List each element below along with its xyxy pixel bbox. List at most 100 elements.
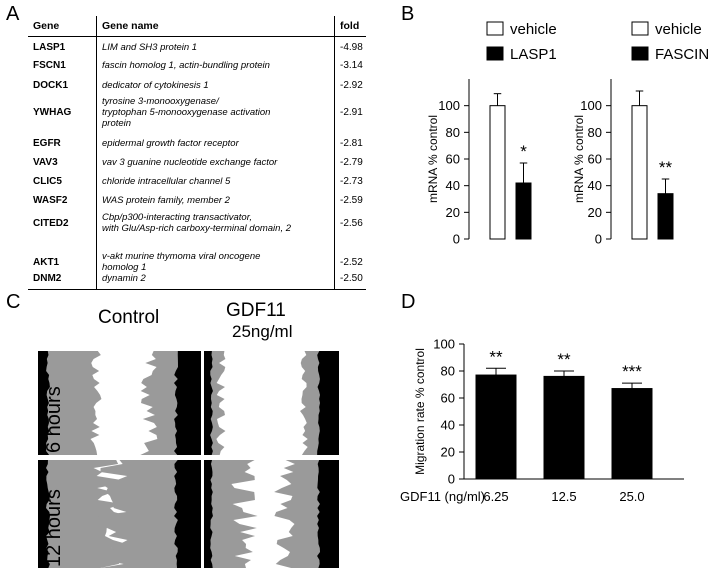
x-tick-label: 25.0 (619, 489, 644, 504)
fold-change: -2.91 (340, 107, 363, 118)
y-tick-label: 0 (448, 472, 455, 487)
table-header-rule (28, 36, 366, 37)
fold-change: -2.59 (340, 195, 363, 206)
gene-name-line: tyrosine 3-monooxygenase/ (102, 96, 219, 107)
legend-swatch (631, 21, 649, 36)
gene-name-line: dynamin 2 (102, 273, 146, 284)
table-column-divider (334, 16, 335, 289)
gene-name: Cbp/p300-interacting transactivator, with… (102, 212, 332, 234)
table-bottom-rule (28, 289, 366, 290)
bar (515, 182, 532, 240)
fold-change: -2.92 (340, 80, 363, 91)
fold-change: -2.50 (340, 273, 363, 284)
fold-change: -2.81 (340, 138, 363, 149)
legend-swatch (631, 46, 649, 61)
y-tick-label: 40 (588, 178, 602, 193)
fold-change: -2.79 (340, 157, 363, 168)
treatment-divider (201, 351, 204, 568)
y-tick-label: 80 (446, 125, 460, 140)
significance-marker: *** (622, 362, 642, 381)
fold-change: -4.98 (340, 42, 363, 53)
cell-front (38, 351, 50, 455)
cell-front (174, 460, 201, 568)
gene-name: dynamin 2 (102, 273, 332, 284)
gene-name: WAS protein family, member 2 (102, 195, 332, 206)
gene-name: epidermal growth factor receptor (102, 138, 332, 149)
gene-symbol: DNM2 (33, 273, 62, 284)
y-tick-label: 20 (446, 205, 460, 220)
gene-name-line: chloride intracellular channel 5 (102, 176, 231, 187)
cell-front (317, 351, 339, 455)
gene-symbol: LASP1 (33, 42, 66, 53)
gene-name-line: dedicator of cytokinesis 1 (102, 80, 209, 91)
y-tick-label: 100 (580, 98, 602, 113)
cell-front (38, 460, 128, 568)
gdf11-dose-label: 25ng/ml (232, 322, 293, 341)
gene-symbol: CITED2 (33, 217, 69, 229)
cell-front (38, 460, 50, 568)
y-axis-label: Migration rate % control (413, 348, 427, 475)
gene-name: LIM and SH3 protein 1 (102, 42, 332, 53)
table-column-divider (96, 16, 97, 289)
y-axis-label: mRNA % control (572, 115, 586, 203)
gene-name: tyrosine 3-monooxygenase/tryptophan 5-mo… (102, 96, 332, 129)
gene-name-line: homolog 1 (102, 262, 147, 273)
significance-marker: ** (557, 350, 571, 369)
gdf11-label: GDF11 (226, 300, 286, 321)
table-header-gene: Gene (33, 20, 60, 32)
fold-change: -2.56 (340, 217, 363, 229)
panel-label-d: D (401, 291, 416, 313)
y-tick-label: 60 (441, 391, 455, 406)
gene-symbol: FSCN1 (33, 60, 66, 71)
gene-name-line: protein (102, 118, 132, 129)
control-label: Control (98, 307, 160, 328)
gene-name: fascin homolog 1, actin-bundling protein (102, 60, 332, 71)
panel-label-b: B (401, 3, 415, 25)
bar (657, 193, 674, 240)
y-tick-label: 60 (446, 152, 460, 167)
significance-marker: ** (659, 158, 673, 177)
x-tick-label: 6.25 (483, 489, 508, 504)
bar (475, 374, 517, 480)
table-header-gene-name: Gene name (102, 20, 159, 32)
fold-change: -2.73 (340, 176, 363, 187)
cell-front (204, 351, 213, 455)
x-axis-label: GDF11 (ng/ml) (400, 489, 485, 504)
legend-label: vehicle (510, 21, 557, 38)
gene-name: vav 3 guanine nucleotide exchange factor (102, 157, 332, 168)
chart-b-left: 0 20 40 60 80 100 mRNA % control * vehicle LASP1 (426, 21, 557, 247)
cell-front (204, 460, 213, 568)
y-tick-label: 100 (438, 98, 460, 113)
y-tick-label: 0 (453, 232, 460, 247)
row-label-6-hours: 6 hours (43, 386, 65, 453)
gene-name: chloride intracellular channel 5 (102, 176, 332, 187)
panel-label-c: C (6, 291, 21, 313)
gene-name-line: LIM and SH3 protein 1 (102, 42, 198, 53)
row-label-12-hours: 12 hours (43, 489, 65, 567)
significance-marker: * (520, 142, 527, 161)
gene-symbol: EGFR (33, 138, 61, 149)
chart-d: 0 20 40 60 80 100 Migration rate % control ** 6.… (400, 337, 684, 504)
y-tick-label: 80 (441, 364, 455, 379)
cell-front (317, 460, 339, 568)
bar (611, 388, 653, 480)
legend-label: vehicle (655, 21, 702, 38)
cell-front (204, 460, 258, 568)
wound-healing-images (38, 351, 339, 568)
bar (489, 105, 506, 240)
bar (631, 105, 648, 240)
gene-name-line: Cbp/p300-interacting transactivator, (102, 212, 252, 223)
y-tick-label: 80 (588, 125, 602, 140)
chart-b-right: 0 20 40 60 80 100 mRNA % control ** vehicle FASCI… (572, 21, 709, 247)
cell-front (174, 351, 201, 455)
x-tick-label: 12.5 (551, 489, 576, 504)
fold-change: -3.14 (340, 60, 363, 71)
gene-symbol: AKT1 (33, 256, 60, 268)
gene-name-line: WAS protein family, member 2 (102, 195, 230, 206)
gene-name: v-akt murine thymoma viral oncogene homol… (102, 251, 332, 273)
legend-label: FASCIN (655, 46, 709, 63)
gene-symbol: CLIC5 (33, 176, 62, 187)
gene-name-line: epidermal growth factor receptor (102, 138, 239, 149)
gene-symbol: YWHAG (33, 107, 72, 118)
gene-name-line: with Glu/Asp-rich carboxy-terminal domai… (102, 223, 292, 234)
